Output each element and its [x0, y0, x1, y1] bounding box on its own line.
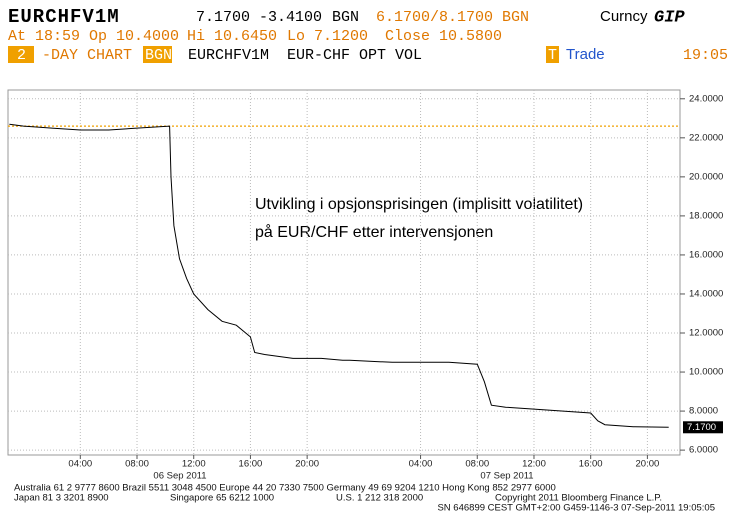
mode-box	[546, 46, 559, 63]
bid-ask: 6.1700/8.1700	[376, 9, 493, 26]
mode-key: T	[548, 47, 557, 64]
x-tick-label: 20:00	[636, 459, 660, 470]
last-price-box	[683, 421, 723, 434]
x-tick-label: 20:00	[295, 459, 319, 470]
source-box	[143, 46, 172, 63]
source: BGN	[332, 9, 359, 26]
footer-text: U.S. 1 212 318 2000	[336, 493, 423, 504]
time: 19:05	[683, 47, 728, 64]
x-tick-label: 16:00	[239, 459, 263, 470]
y-tick-label: 12.0000	[689, 328, 723, 339]
last-price-label: 7.1700	[687, 422, 716, 433]
footer-text: Australia 61 2 9777 8600 Brazil 5511 304…	[14, 483, 556, 494]
change: -3.4100	[259, 9, 322, 26]
footer-text: Copyright 2011 Bloomberg Finance L.P.	[495, 493, 662, 504]
y-tick-label: 10.0000	[689, 367, 723, 378]
days-box	[8, 46, 34, 63]
footer-text: SN 646899 CEST GMT+2:00 G459-1146-3 07-S…	[437, 503, 715, 514]
footer-text: Singapore 65 6212 1000	[170, 493, 274, 504]
close: Close 10.5800	[385, 28, 502, 45]
date-label: 07 Sep 2011	[480, 471, 533, 482]
footer-text: Japan 81 3 3201 8900	[14, 493, 109, 504]
description: EUR-CHF OPT VOL	[287, 47, 422, 64]
x-tick-label: 04:00	[68, 459, 92, 470]
y-tick-label: 18.0000	[689, 210, 723, 221]
annotation: Utvikling i opsjonsprisingen (implisitt …	[255, 196, 583, 213]
date-label: 06 Sep 2011	[153, 471, 206, 482]
y-tick-label: 20.0000	[689, 171, 723, 182]
mode[interactable]: Trade	[566, 46, 605, 63]
y-tick-label: 24.0000	[689, 93, 723, 104]
days: 2	[17, 47, 26, 64]
x-tick-label: 16:00	[579, 459, 603, 470]
high: Hi 10.6450	[187, 28, 277, 45]
y-tick-label: 8.0000	[689, 406, 718, 417]
data-line	[9, 123, 669, 428]
security: EURCHFV1M	[188, 47, 269, 64]
x-tick-label: 04:00	[409, 459, 433, 470]
x-tick-label: 12:00	[522, 459, 546, 470]
open: Op 10.4000	[89, 28, 179, 45]
plot-frame	[7, 89, 681, 456]
function: GIP	[654, 8, 685, 27]
source-box-label: BGN	[145, 47, 172, 64]
price: 7.1700	[196, 9, 250, 26]
market: Curncy	[600, 8, 648, 25]
low: Lo 7.1200	[287, 28, 368, 45]
x-tick-label: 08:00	[465, 459, 489, 470]
y-tick-label: 16.0000	[689, 249, 723, 260]
x-tick-label: 12:00	[182, 459, 206, 470]
annotation: på EUR/CHF etter intervensjonen	[255, 223, 493, 241]
bid-ask-source: BGN	[502, 9, 529, 26]
at-time: At 18:59	[8, 28, 80, 45]
chart-kind: -DAY CHART	[42, 47, 132, 64]
x-tick-label: 08:00	[125, 459, 149, 470]
y-tick-label: 14.0000	[689, 288, 723, 299]
y-tick-label: 22.0000	[689, 132, 723, 143]
y-tick-label: 6.0000	[689, 445, 718, 456]
ticker: EURCHFV1M	[8, 6, 120, 28]
